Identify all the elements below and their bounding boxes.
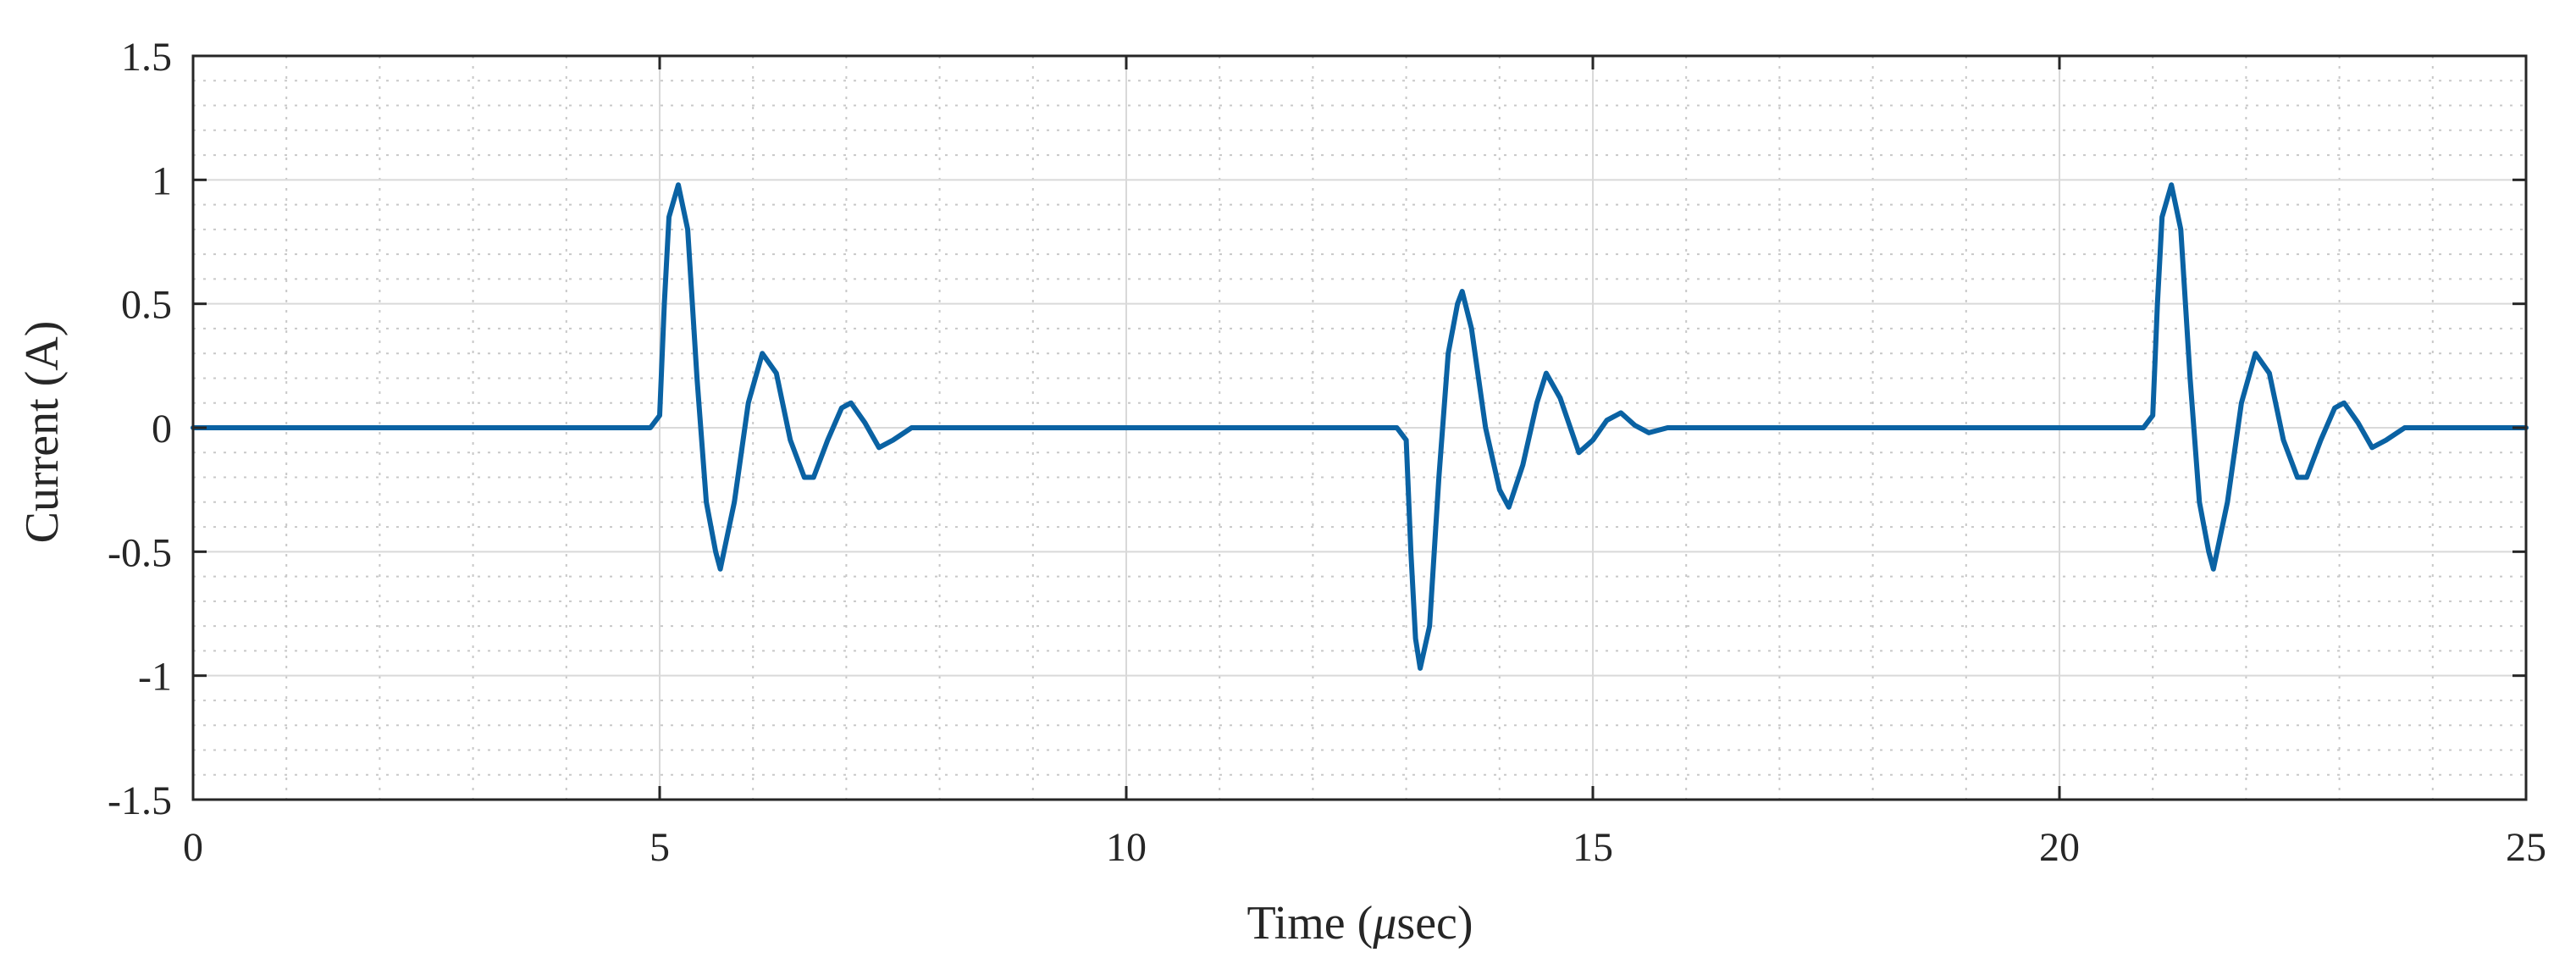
x-axis-title-mu: μ <box>1372 897 1396 950</box>
x-tick-label: 10 <box>1106 825 1147 870</box>
x-tick-label: 20 <box>2039 825 2080 870</box>
x-axis-title-prefix: Time ( <box>1247 897 1373 950</box>
y-tick-label: 0.5 <box>121 283 172 328</box>
current-series-line <box>191 182 2529 671</box>
x-tick-label: 15 <box>1573 825 1613 870</box>
x-axis-title: Time (μsec) <box>1247 897 1473 950</box>
x-tick-label: 25 <box>2506 825 2546 870</box>
y-tick-label: -1 <box>138 655 172 700</box>
y-tick-labels: -1.5 -1 -0.5 0 0.5 1 1.5 <box>108 35 172 823</box>
y-tick-label: -1.5 <box>108 778 172 823</box>
x-tick-label: 0 <box>183 825 203 870</box>
y-tick-label: -0.5 <box>108 530 172 575</box>
y-tick-label: 0 <box>152 407 172 451</box>
x-tick-labels: 0 5 10 15 20 25 <box>183 825 2546 870</box>
y-axis-title: Current (A) <box>16 321 69 544</box>
series-layer <box>191 182 2529 671</box>
y-tick-label: 1 <box>152 158 172 203</box>
x-tick-label: 5 <box>650 825 670 870</box>
x-axis-title-suffix: sec) <box>1396 897 1473 950</box>
y-tick-label: 1.5 <box>121 35 172 80</box>
ticks <box>191 54 2528 801</box>
